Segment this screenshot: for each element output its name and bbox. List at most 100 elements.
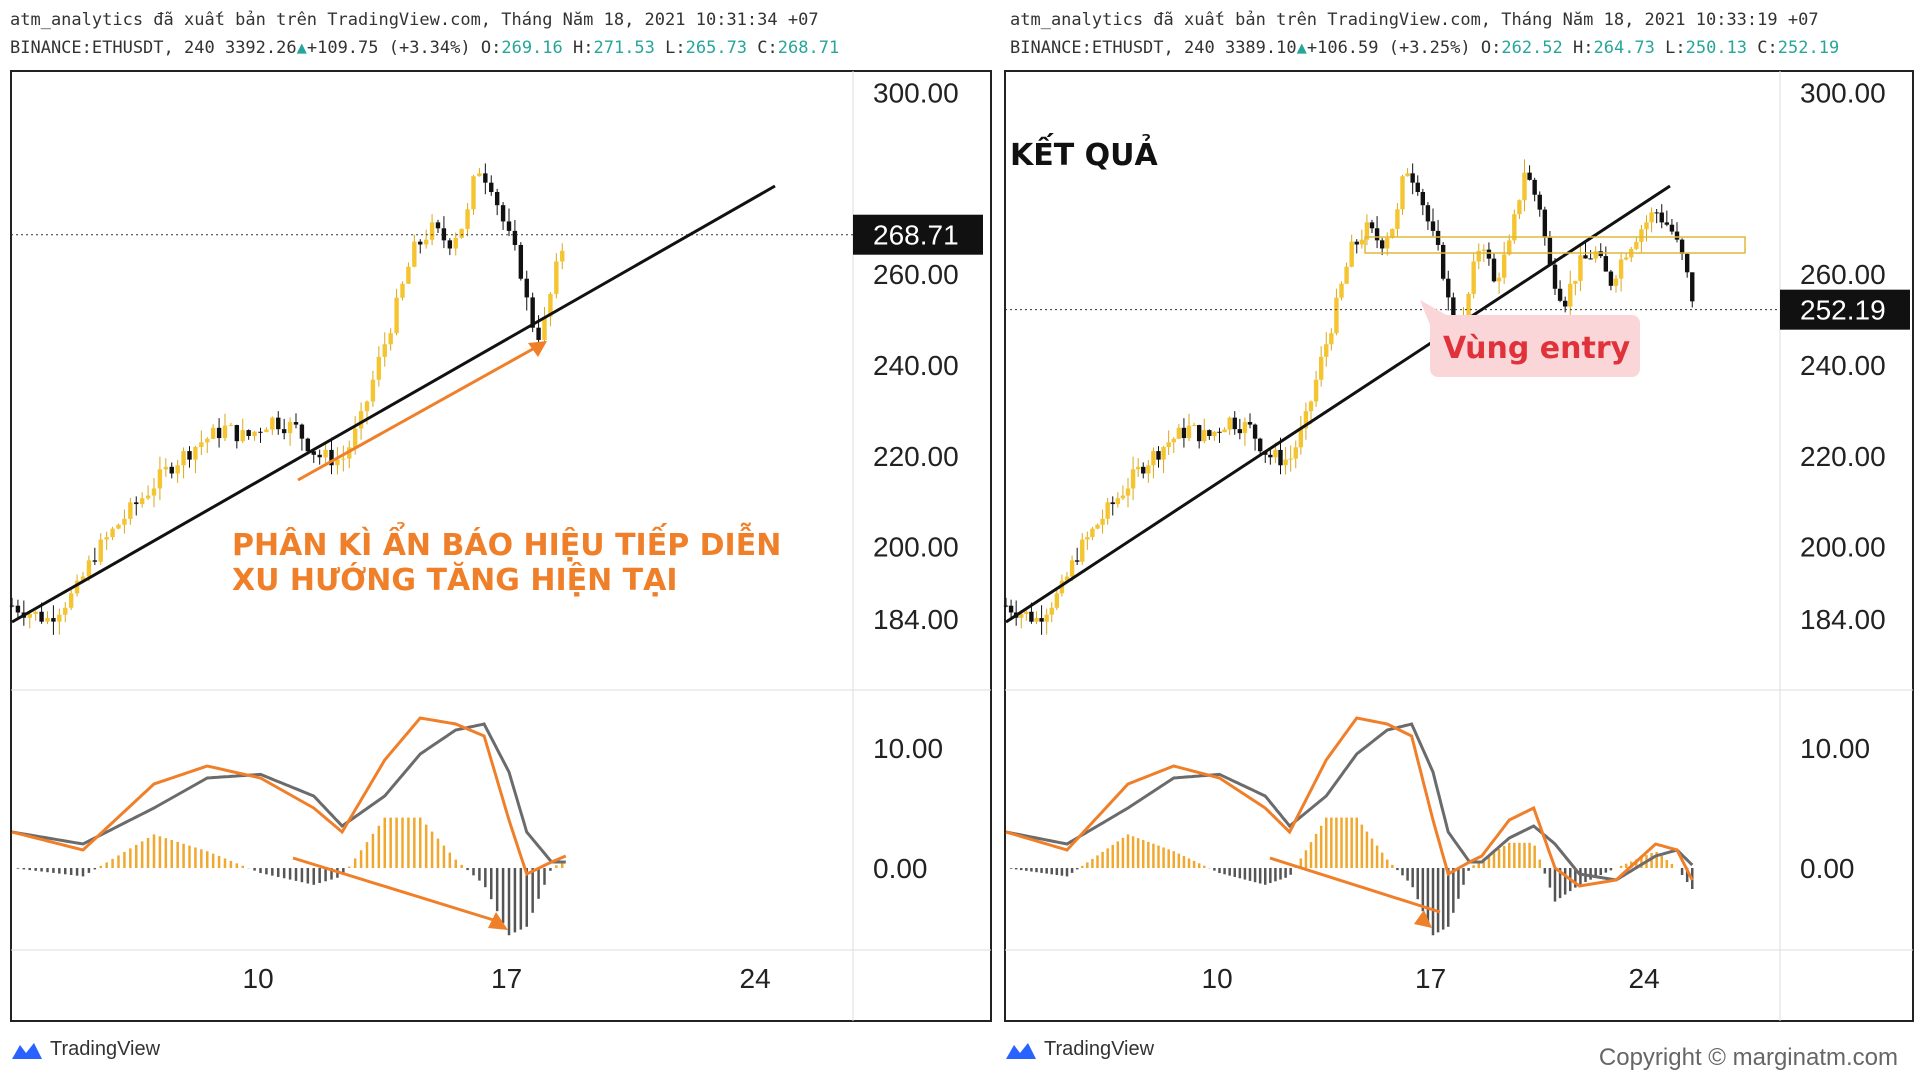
candle-body	[1034, 618, 1039, 622]
candle-body	[169, 466, 174, 474]
publish-info: atm_analytics đã xuất bản trên TradingVi…	[1010, 10, 1819, 30]
chart-panel-left: atm_analytics đã xuất bản trên TradingVi…	[9, 10, 992, 1061]
candle-body	[1176, 427, 1182, 439]
candle-body	[145, 495, 151, 499]
trendline	[11, 184, 776, 624]
price-tick-label: 240.00	[1800, 350, 1886, 381]
candle-body	[453, 237, 458, 249]
candle-body	[1674, 231, 1680, 240]
last-price-badge	[1780, 289, 1910, 330]
candle-body	[418, 241, 423, 245]
candle-body	[1313, 379, 1319, 402]
candle-body	[1130, 469, 1136, 489]
candle-body	[210, 427, 216, 439]
candle-body	[512, 230, 518, 245]
candle-body	[234, 425, 240, 442]
candle-body	[1191, 425, 1197, 427]
candle-body	[1298, 428, 1304, 448]
candle-body	[1390, 228, 1395, 238]
price-tick-label: 300.00	[873, 78, 959, 109]
candle-body	[1171, 438, 1176, 443]
price-tick-label: 260.00	[873, 259, 959, 290]
candle-body	[412, 241, 417, 267]
candle-body	[1242, 422, 1248, 434]
last-price: 3389.10	[1224, 38, 1297, 58]
date-tick-label: 24	[740, 963, 771, 994]
candle-body	[447, 240, 453, 249]
candle-body	[524, 278, 529, 298]
candle-body	[1278, 449, 1283, 466]
candle-body	[1374, 228, 1380, 241]
candle-body	[246, 430, 251, 436]
candle-body	[1659, 212, 1664, 223]
candle-body	[1634, 241, 1639, 249]
candle-body	[477, 173, 482, 177]
candle-body	[33, 611, 38, 614]
candle-body	[1135, 466, 1141, 470]
candle-body	[1196, 425, 1202, 442]
tradingview-logo-icon	[12, 1042, 42, 1059]
candle-body	[1085, 537, 1090, 540]
brand-name: TradingView	[50, 1038, 161, 1060]
candle-body	[1095, 524, 1100, 529]
candle-body	[39, 611, 44, 622]
open-value: 269.16	[501, 38, 563, 58]
candle-body	[1049, 607, 1054, 615]
candle-body	[1186, 425, 1192, 439]
candle-body	[1542, 209, 1548, 238]
candle-body	[1562, 300, 1568, 307]
candle-body	[276, 417, 281, 430]
entry-label: Vùng entry	[1443, 331, 1631, 366]
price-tick-label: 220.00	[873, 441, 959, 472]
candle-body	[86, 560, 92, 577]
candle-body	[1064, 576, 1070, 581]
price-tick-label: 184.00	[1800, 604, 1886, 635]
chart-frame	[10, 70, 992, 1022]
candle-body	[471, 176, 476, 210]
chart-frame	[1004, 70, 1914, 1022]
macd-tick-label: 0.00	[1800, 853, 1855, 884]
candle-body	[68, 593, 74, 608]
candle-body	[293, 422, 299, 425]
candle-body	[1578, 255, 1583, 281]
candle-body	[163, 466, 169, 470]
candle-body	[1257, 438, 1263, 452]
candle-body	[1618, 259, 1624, 279]
high-value: 264.73	[1593, 38, 1655, 58]
candle-body	[1334, 297, 1339, 334]
candle-body	[205, 438, 210, 443]
candle-body	[1486, 249, 1492, 259]
tradingview-brand: TradingView	[10, 1038, 160, 1061]
candle-body	[1476, 250, 1481, 262]
candle-body	[1649, 212, 1654, 223]
candle-body	[74, 580, 80, 594]
candle-body	[1385, 237, 1390, 249]
candle-body	[1608, 271, 1614, 286]
candle-body	[483, 173, 488, 183]
candle-body	[9, 605, 15, 607]
arrow-head-icon	[1414, 910, 1432, 928]
candle-body	[299, 424, 305, 439]
candle-body	[157, 469, 163, 489]
date-tick-label: 17	[491, 963, 522, 994]
price-change: +106.59 (+3.25%)	[1306, 38, 1471, 58]
last-price: 3392.26	[224, 38, 297, 58]
candle-body	[1044, 614, 1049, 622]
candle-body	[1623, 257, 1629, 260]
candle-body	[1008, 605, 1014, 613]
chart-canvas-right: 300.00260.00240.00220.00200.00184.0010.0…	[1003, 71, 1913, 1021]
trendline	[1005, 184, 1671, 624]
entry-callout-box	[1430, 315, 1640, 377]
candle-body	[1212, 431, 1217, 436]
candle-body	[1293, 447, 1298, 459]
candle-body	[1232, 417, 1237, 430]
candle-body	[1141, 466, 1146, 474]
candle-body	[139, 498, 145, 505]
candle-body	[1039, 618, 1044, 622]
candle-body	[1364, 222, 1370, 240]
candle-body	[542, 316, 547, 340]
date-tick-label: 10	[243, 963, 274, 994]
macd-tick-label: 0.00	[873, 853, 928, 884]
entry-zone-box	[1364, 236, 1746, 254]
candle-body	[1379, 240, 1385, 249]
